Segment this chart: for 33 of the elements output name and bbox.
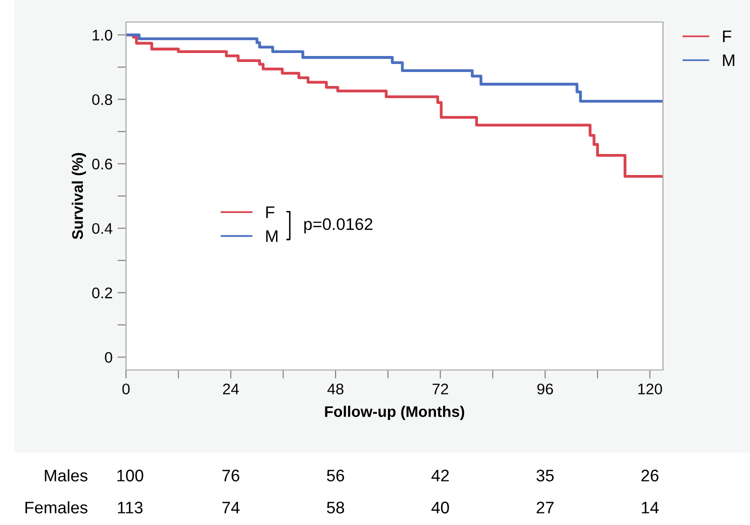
y-tick-label: 0.8 bbox=[92, 94, 112, 106]
x-tick-label: 48 bbox=[327, 384, 344, 394]
x-tick-label: 0 bbox=[122, 384, 130, 394]
text: 40 bbox=[431, 502, 449, 514]
text: 58 bbox=[326, 502, 344, 514]
x-tick-label: 120 bbox=[638, 384, 662, 394]
text: M bbox=[266, 230, 278, 242]
legend-label: F bbox=[266, 206, 274, 218]
text: 27 bbox=[536, 502, 554, 514]
text: 35 bbox=[536, 470, 554, 482]
text: 74 bbox=[222, 502, 240, 514]
text: 14 bbox=[642, 502, 659, 514]
text: 56 bbox=[326, 470, 344, 482]
text: 113 bbox=[118, 502, 143, 514]
text: 76 bbox=[222, 470, 240, 482]
x-tick-label: 72 bbox=[432, 384, 448, 394]
y-tick-label: 0.4 bbox=[92, 223, 112, 234]
text: 100 bbox=[117, 470, 144, 482]
text: F bbox=[723, 30, 732, 42]
x-axis-title: Follow-up (Months) bbox=[325, 406, 464, 420]
x-tick-label: 24 bbox=[223, 384, 239, 394]
y-tick-label: 0 bbox=[104, 352, 112, 363]
text: Females bbox=[25, 501, 88, 514]
y-axis-title: Survival (%) bbox=[72, 153, 86, 240]
y-tick-label: 1.0 bbox=[92, 30, 112, 41]
x-tick-label: 96 bbox=[537, 384, 553, 394]
y-tick-label: 0.6 bbox=[92, 158, 112, 170]
y-tick-label: 0.2 bbox=[92, 288, 112, 298]
annotation: p=0.0162 bbox=[304, 218, 372, 234]
text: Males bbox=[44, 469, 88, 482]
legend-label: M bbox=[723, 54, 734, 66]
text: 26 bbox=[641, 470, 658, 482]
text: 42 bbox=[431, 470, 449, 482]
